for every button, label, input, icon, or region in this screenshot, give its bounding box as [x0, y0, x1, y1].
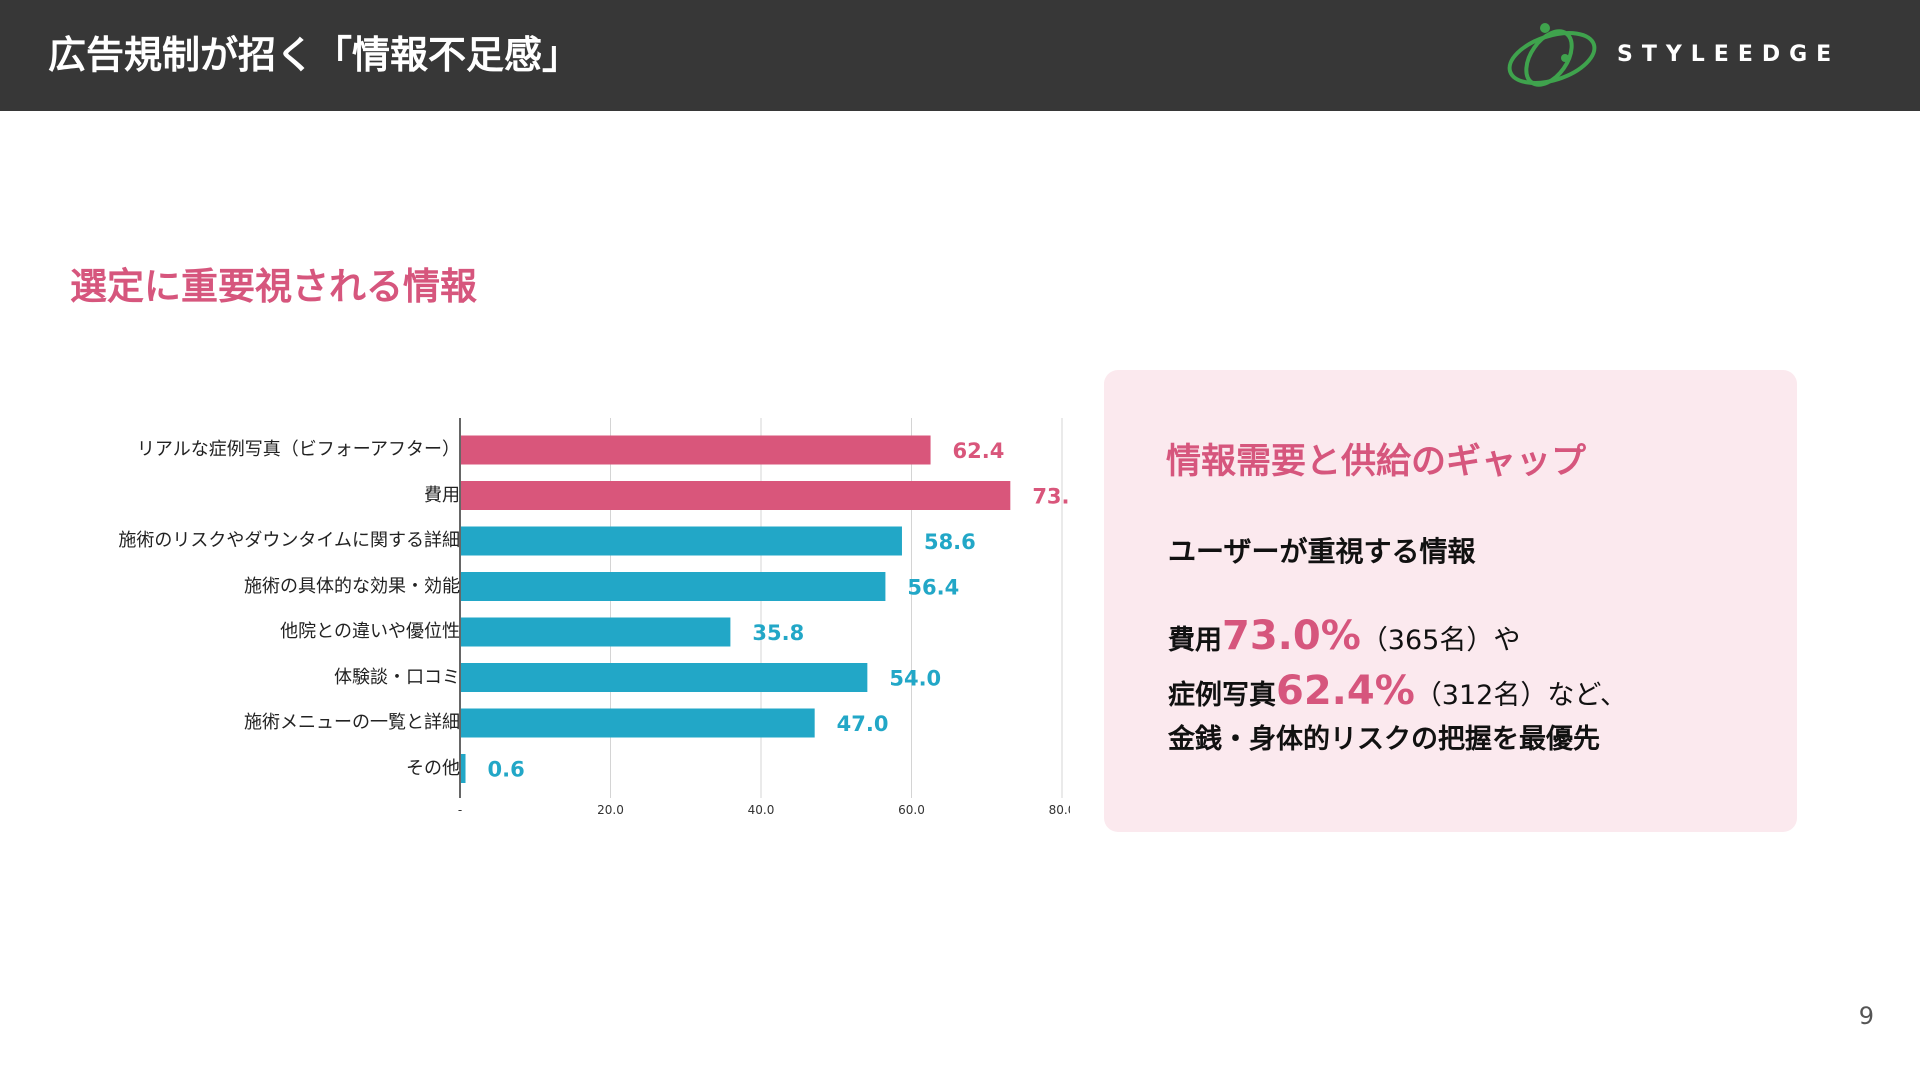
x-tick-label: 40.0 [748, 803, 775, 817]
bar [461, 435, 931, 465]
bar [461, 572, 886, 601]
section-title: 選定に重要視される情報 [70, 265, 477, 308]
logo-text: STYLEEDGE [1617, 42, 1841, 67]
category-label: 体験談・口コミ [334, 666, 460, 688]
x-tick-label: - [458, 803, 462, 817]
x-tick-label: 60.0 [898, 803, 925, 817]
header-bar: 広告規制が招く「情報不足感」 STYLEEDGE [0, 0, 1920, 111]
data-label: 35.8 [752, 621, 804, 645]
panel-line-cost: 費用73.0%（365名）や [1168, 610, 1520, 667]
bar [461, 754, 466, 783]
bar-chart: - 20.0 40.0 60.0 80.0 62.4 73.0 58.6 56.4 35.8 54.… [40, 400, 1070, 840]
bar [461, 617, 731, 647]
brand-logo: STYLEEDGE [1505, 20, 1905, 90]
bar [461, 708, 815, 738]
category-label: 費用 [424, 484, 460, 506]
panel-line-cost-suffix: （365名）や [1360, 625, 1521, 656]
panel-line-cost-percent: 73.0% [1222, 613, 1361, 659]
data-label: 54.0 [889, 667, 941, 691]
data-label: 47.0 [837, 712, 889, 736]
data-label: 58.6 [924, 530, 976, 554]
bar [461, 526, 902, 556]
panel-line-conclusion: 金銭・身体的リスクの把握を最優先 [1168, 724, 1600, 755]
page-number: 9 [1858, 1002, 1874, 1030]
bar [461, 663, 868, 692]
x-tick-label: 20.0 [597, 803, 624, 817]
category-label: 施術のリスクやダウンタイムに関する詳細 [118, 530, 460, 551]
category-label: 施術の具体的な効果・効能 [244, 575, 460, 597]
panel-line-photo-suffix: （312名）など、 [1414, 680, 1627, 711]
data-label: 56.4 [907, 576, 959, 600]
category-label: 施術メニューの一覧と詳細 [244, 712, 460, 733]
category-label: その他 [406, 757, 460, 779]
data-label: 0.6 [488, 758, 525, 782]
category-label: リアルな症例写真（ビフォーアフター） [136, 439, 460, 460]
bar [461, 481, 1011, 510]
logo-mark-icon [1507, 23, 1597, 87]
slide-title: 広告規制が招く「情報不足感」 [48, 33, 581, 77]
category-label: 他院との違いや優位性 [280, 621, 460, 642]
panel-subtitle: ユーザーが重視する情報 [1168, 535, 1476, 568]
panel-title: 情報需要と供給のギャップ [1166, 442, 1587, 482]
data-label: 62.4 [953, 439, 1005, 463]
panel-line-photo-percent: 62.4% [1276, 668, 1415, 714]
x-tick-label: 80.0 [1049, 803, 1070, 817]
data-label: 73.0 [1032, 485, 1070, 509]
info-panel: 情報需要と供給のギャップ ユーザーが重視する情報 費用73.0%（365名）や … [1104, 370, 1797, 832]
bar-chart-svg: - 20.0 40.0 60.0 80.0 62.4 73.0 58.6 56.4 35.8 54.… [458, 418, 1070, 817]
panel-line-photo-prefix: 症例写真 [1168, 680, 1276, 711]
panel-line-photo: 症例写真62.4%（312名）など、 [1168, 665, 1627, 722]
panel-line-cost-prefix: 費用 [1168, 625, 1222, 656]
